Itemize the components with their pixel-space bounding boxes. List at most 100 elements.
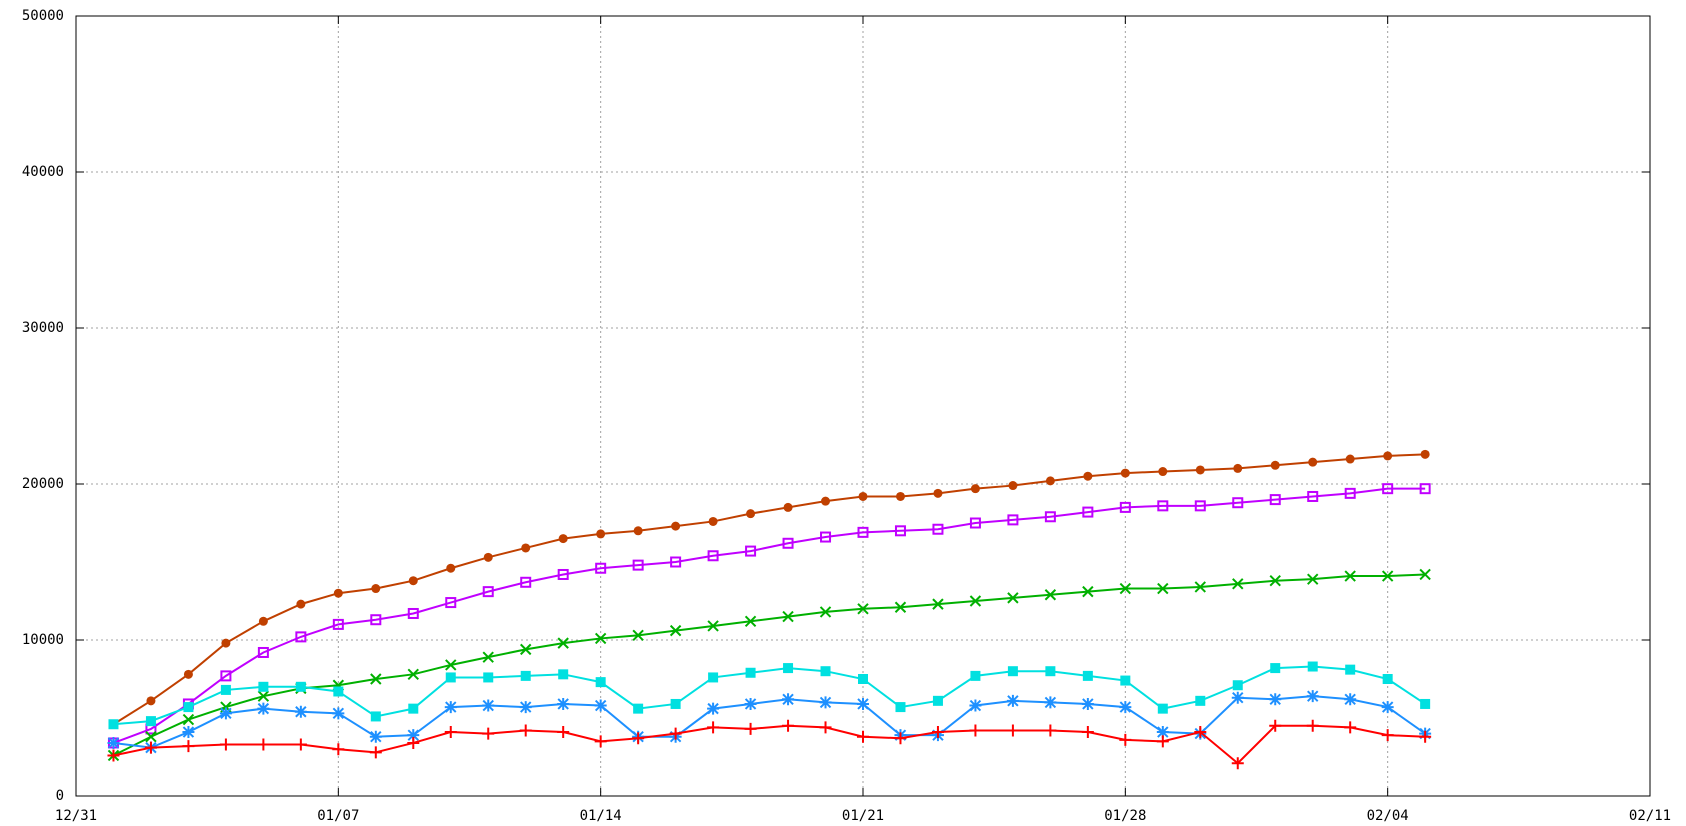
point — [408, 576, 418, 586]
point — [895, 702, 906, 713]
y-tick-label: 20000 — [22, 476, 64, 492]
x-tick-label: 12/31 — [55, 808, 97, 824]
x-tick-label: 02/11 — [1629, 808, 1671, 824]
point — [1420, 449, 1430, 459]
point — [632, 629, 644, 642]
point — [1119, 733, 1132, 746]
point — [1381, 701, 1394, 714]
point — [931, 726, 944, 739]
point — [1269, 575, 1281, 587]
point — [483, 672, 494, 683]
point — [820, 531, 832, 543]
point — [332, 707, 345, 720]
point — [483, 552, 493, 562]
point — [1345, 664, 1356, 675]
point — [1157, 703, 1168, 714]
point — [445, 659, 457, 671]
point — [296, 599, 306, 609]
point — [294, 738, 307, 751]
point — [1045, 666, 1056, 677]
point — [969, 517, 981, 529]
point — [182, 740, 195, 753]
series-line — [113, 573, 1426, 757]
point — [557, 726, 570, 739]
point — [670, 698, 681, 709]
point — [707, 620, 719, 632]
point — [1232, 578, 1244, 590]
point — [1007, 514, 1019, 526]
point — [819, 606, 832, 618]
point — [1269, 693, 1282, 706]
point — [1382, 483, 1394, 495]
point — [746, 509, 756, 519]
point — [670, 556, 682, 568]
point — [1344, 721, 1357, 734]
point — [257, 738, 270, 751]
point — [1044, 696, 1057, 709]
point — [633, 703, 644, 714]
point — [1082, 670, 1093, 681]
point — [782, 537, 794, 549]
point — [369, 746, 382, 759]
point — [819, 696, 832, 709]
point — [257, 690, 270, 702]
series-line — [113, 487, 1426, 744]
point — [108, 719, 119, 730]
point — [1383, 451, 1393, 461]
point — [894, 601, 907, 613]
point — [257, 702, 270, 715]
point — [1194, 726, 1207, 739]
point — [1270, 663, 1281, 674]
point — [1157, 500, 1169, 512]
point — [970, 670, 981, 681]
point — [1156, 735, 1169, 748]
point — [633, 526, 643, 536]
point — [819, 721, 832, 734]
point — [1195, 695, 1206, 706]
point — [596, 529, 606, 539]
point — [1306, 690, 1319, 703]
point — [1082, 585, 1094, 598]
point — [1007, 666, 1018, 677]
point — [520, 643, 532, 656]
point — [1119, 701, 1132, 714]
point — [820, 666, 831, 677]
point — [145, 716, 156, 727]
point — [707, 702, 720, 715]
point — [894, 732, 907, 745]
point — [407, 607, 419, 619]
point — [370, 673, 382, 685]
y-tick-label: 0 — [56, 788, 64, 804]
point — [257, 646, 269, 658]
point — [220, 684, 231, 695]
point — [482, 727, 495, 740]
plot-frame — [75, 15, 1651, 797]
point — [145, 731, 157, 743]
point — [558, 669, 569, 680]
point — [708, 672, 719, 683]
point — [969, 595, 982, 607]
point — [1419, 568, 1431, 581]
point — [1120, 468, 1130, 478]
point — [333, 588, 343, 598]
point — [1233, 463, 1243, 473]
point — [1194, 581, 1206, 593]
point — [558, 534, 568, 544]
point — [1044, 589, 1057, 601]
point — [1081, 726, 1094, 739]
point — [933, 488, 943, 498]
point — [294, 705, 307, 718]
y-tick-label: 10000 — [22, 632, 64, 648]
point — [332, 743, 345, 756]
point — [632, 559, 644, 571]
point — [857, 526, 869, 538]
point — [482, 699, 495, 712]
point — [445, 672, 456, 683]
y-tick-label: 50000 — [22, 8, 64, 24]
point — [219, 738, 232, 751]
point — [144, 741, 157, 754]
point — [445, 597, 457, 609]
point — [707, 721, 720, 734]
point — [444, 701, 457, 714]
point — [1083, 471, 1093, 481]
